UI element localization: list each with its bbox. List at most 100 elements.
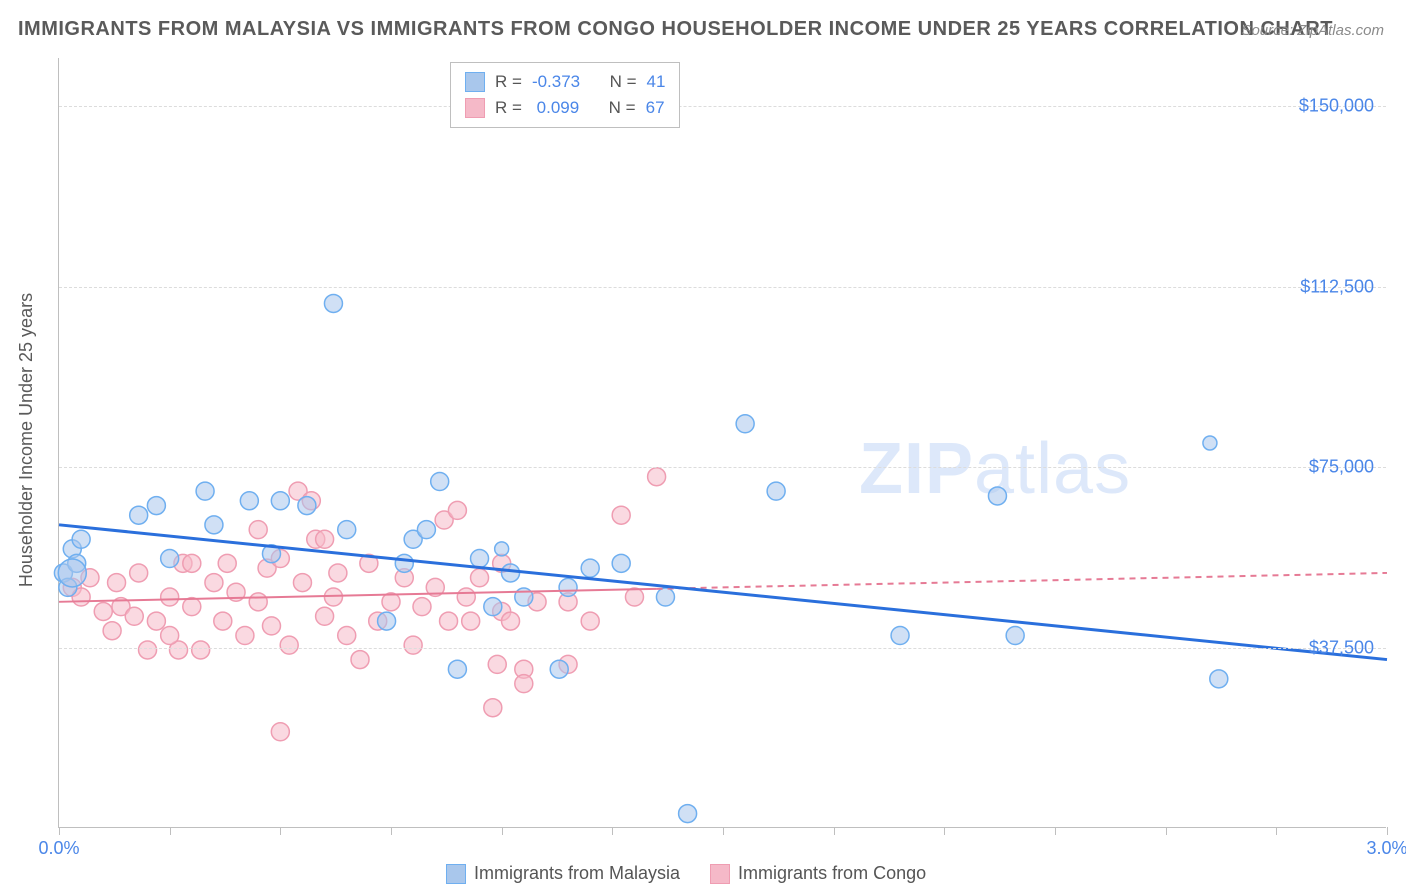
swatch-series-1-icon [446,864,466,884]
data-point [324,294,342,312]
swatch-series-1 [465,72,485,92]
x-tick-label: 0.0% [38,838,79,859]
x-tick [1276,827,1277,835]
data-point [280,636,298,654]
data-point [329,564,347,582]
correlation-row-2: R = 0.099 N = 67 [465,95,665,121]
y-tick-label: $75,000 [1309,457,1374,478]
data-point [656,588,674,606]
data-point [395,554,413,572]
x-tick [1387,827,1388,835]
data-point [1203,436,1217,450]
data-point [338,627,356,645]
data-point [205,516,223,534]
data-point [316,607,334,625]
correlation-row-1: R = -0.373 N = 41 [465,69,665,95]
data-point [249,521,267,539]
data-point [1210,670,1228,688]
x-tick [834,827,835,835]
data-point [161,627,179,645]
data-point [484,598,502,616]
data-point [515,675,533,693]
data-point [457,588,475,606]
data-point [581,559,599,577]
legend-label-1: Immigrants from Malaysia [474,863,680,884]
data-point [1006,627,1024,645]
data-point [139,641,157,659]
data-point [495,542,509,556]
data-point [891,627,909,645]
chart-title: IMMIGRANTS FROM MALAYSIA VS IMMIGRANTS F… [18,18,1333,41]
data-point [103,622,121,640]
data-point [404,636,422,654]
gridline [59,106,1386,107]
r-value-1: -0.373 [532,69,580,95]
data-point [581,612,599,630]
source-attribution: Source: ZipAtlas.com [1241,22,1384,39]
data-point [471,550,489,568]
correlation-legend: R = -0.373 N = 41 R = 0.099 N = 67 [450,62,680,128]
data-point [192,641,210,659]
data-point [214,612,232,630]
r-label: R = [495,69,522,95]
x-tick [391,827,392,835]
data-point [271,723,289,741]
data-point [94,602,112,620]
data-point [488,655,506,673]
x-tick-label: 3.0% [1366,838,1406,859]
data-point [196,482,214,500]
data-point [431,473,449,491]
data-point [183,554,201,572]
data-point [988,487,1006,505]
regression-line-dashed [657,573,1387,589]
n-label: N = [610,69,637,95]
chart-plot-area: ZIPatlas $37,500$75,000$112,500$150,0000… [58,58,1386,828]
swatch-series-2-icon [710,864,730,884]
data-point [147,612,165,630]
data-point [161,588,179,606]
x-tick [280,827,281,835]
data-point [648,468,666,486]
y-tick-label: $37,500 [1309,637,1374,658]
data-point [271,492,289,510]
data-point [218,554,236,572]
data-point [130,506,148,524]
data-point [262,617,280,635]
data-point [130,564,148,582]
data-point [58,559,86,587]
data-point [625,588,643,606]
x-tick [1166,827,1167,835]
data-point [471,569,489,587]
y-tick-label: $112,500 [1300,276,1374,297]
data-point [767,482,785,500]
gridline [59,287,1386,288]
data-point [351,651,369,669]
data-point [293,574,311,592]
legend-label-2: Immigrants from Congo [738,863,926,884]
x-tick [612,827,613,835]
swatch-series-2 [465,98,485,118]
data-point [448,501,466,519]
data-point [378,612,396,630]
x-tick [170,827,171,835]
data-point [679,805,697,823]
data-point [502,612,520,630]
data-point [108,574,126,592]
data-point [612,506,630,524]
data-point [236,627,254,645]
data-point [550,660,568,678]
x-tick [723,827,724,835]
data-point [240,492,258,510]
data-point [612,554,630,572]
data-point [484,699,502,717]
data-point [298,497,316,515]
data-point [462,612,480,630]
x-tick [59,827,60,835]
data-point [338,521,356,539]
data-point [316,530,334,548]
r-label: R = [495,95,522,121]
n-value-1: 41 [647,69,666,95]
series-legend: Immigrants from Malaysia Immigrants from… [440,861,932,886]
n-value-2: 67 [646,95,665,121]
data-point [147,497,165,515]
